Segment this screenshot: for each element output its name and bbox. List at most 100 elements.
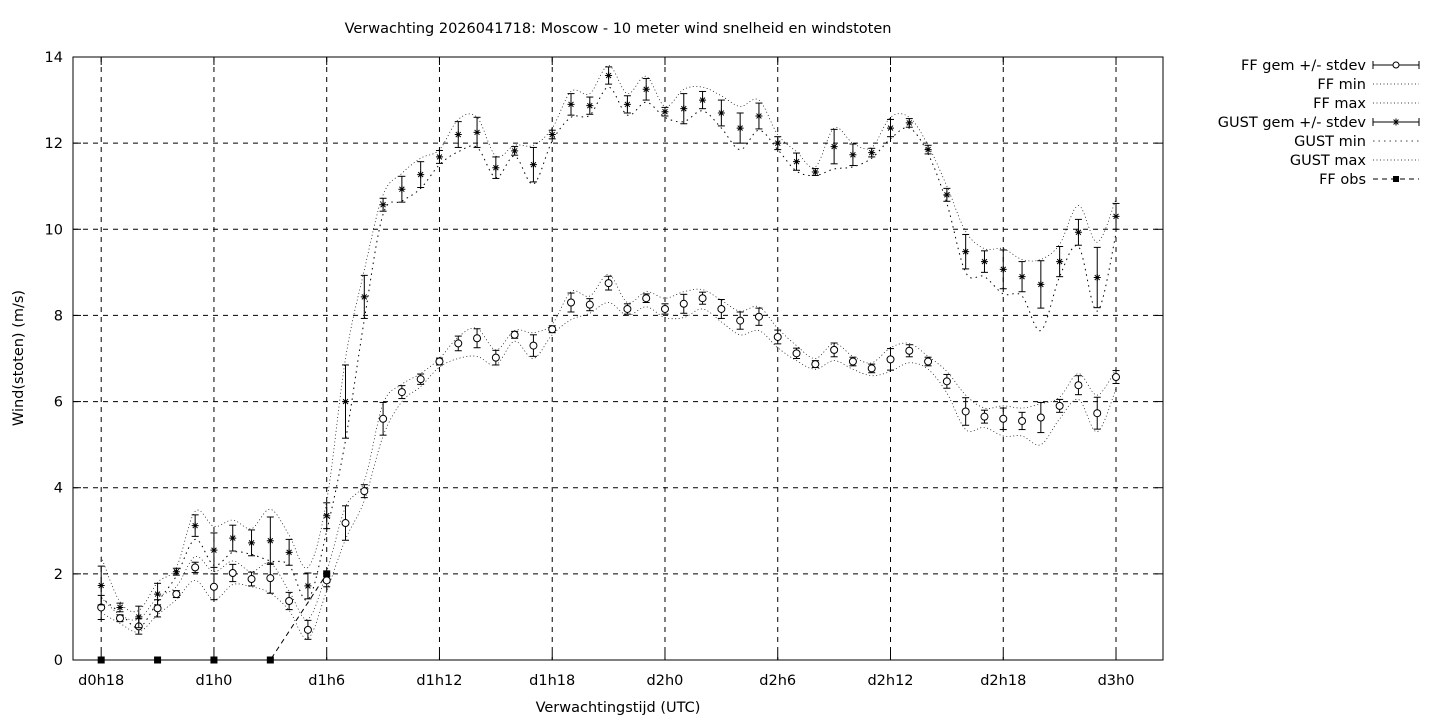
gust-mean-point <box>285 548 293 556</box>
y-tick-label: 12 <box>45 136 63 152</box>
gust-mean-point <box>529 161 537 169</box>
gust-mean-point <box>567 100 575 108</box>
ff-mean-point <box>491 353 500 362</box>
gust-mean-point <box>511 147 519 155</box>
ff-mean-point <box>548 325 557 334</box>
x-tick-label: d1h0 <box>196 673 233 689</box>
ff-mean-point <box>209 582 218 591</box>
y-tick-label: 2 <box>54 567 63 583</box>
ff-mean-point <box>266 574 275 583</box>
gust-mean-point <box>248 539 256 547</box>
gust-mean-point <box>699 96 707 104</box>
x-tick-label: d0h18 <box>78 673 124 689</box>
gust-mean-point <box>811 168 819 176</box>
gust-mean-point <box>605 72 613 80</box>
ff-mean-point <box>529 341 538 350</box>
plot-frame <box>72 56 1164 661</box>
y-tick-label: 6 <box>54 395 63 411</box>
gust-mean-point <box>736 124 744 132</box>
gust-mean-point <box>586 102 594 110</box>
gust-mean-point <box>1018 273 1026 281</box>
legend-label: FF obs <box>1319 172 1366 188</box>
ff-mean-point <box>754 312 763 321</box>
ff-mean-point <box>942 377 951 386</box>
gust-mean-point <box>1074 228 1082 236</box>
ff-mean-point <box>961 407 970 416</box>
y-tick-label: 10 <box>45 222 63 238</box>
gust-mean-point <box>417 171 425 179</box>
gust-mean-point <box>830 143 838 151</box>
grid <box>73 57 1163 660</box>
ff-min-line <box>101 302 1117 639</box>
gust-mean-point <box>980 258 988 266</box>
x-tick-label: d1h18 <box>529 673 575 689</box>
ff-mean-point <box>435 357 444 366</box>
ff-mean-point <box>191 563 200 572</box>
ff-mean-point <box>247 575 256 584</box>
ff-mean-point <box>642 294 651 303</box>
gust-max-line <box>100 65 1117 613</box>
gust-mean-point <box>210 546 218 554</box>
legend-label: FF gem +/- stdev <box>1241 58 1366 74</box>
ff-mean-point <box>510 330 519 339</box>
ff-mean-point <box>604 279 613 288</box>
ff-mean-point <box>679 299 688 308</box>
legend-swatch-marker <box>1392 118 1400 126</box>
gust-mean-point <box>435 153 443 161</box>
gust-mean-point <box>1056 258 1064 266</box>
x-axis-label: Verwachtingstijd (UTC) <box>536 700 701 716</box>
y-tick-label: 14 <box>45 50 63 66</box>
ff-mean-point <box>717 304 726 313</box>
ff-mean-point <box>322 576 331 585</box>
gust-mean-point <box>379 201 387 209</box>
gust-mean-point <box>943 191 951 199</box>
gust-mean-point <box>191 522 199 530</box>
gust-mean-point <box>661 108 669 116</box>
legend-label: FF max <box>1313 96 1366 112</box>
ff-mean-point <box>736 316 745 325</box>
gust-mean-point <box>323 512 331 520</box>
ff-mean-point <box>980 412 989 421</box>
ff-mean-point <box>153 604 162 613</box>
gust-mean-point <box>342 398 349 406</box>
gust-mean-point <box>755 112 763 120</box>
gust-mean-point <box>1037 280 1045 288</box>
ff-mean-point <box>1112 373 1121 382</box>
gust-mean-point <box>454 131 462 139</box>
y-tick-label: 4 <box>54 481 63 497</box>
ff-mean-point <box>1074 381 1083 390</box>
ff-mean-point <box>905 346 914 355</box>
ff-mean-point <box>172 590 181 599</box>
ff-mean-point <box>341 519 350 528</box>
gust-mean-point <box>360 293 368 301</box>
ff-max-line <box>100 274 1117 621</box>
gust-mean-point <box>135 613 143 621</box>
x-tick-label: d3h0 <box>1098 673 1135 689</box>
ff-mean-point <box>567 298 576 307</box>
gust-mean-point <box>97 581 105 589</box>
ff-mean-point <box>1036 413 1045 422</box>
gust-mean-point <box>680 105 688 113</box>
gust-mean-point <box>1112 212 1120 220</box>
gust-mean-point <box>793 158 801 166</box>
ff-mean-series <box>97 275 1121 640</box>
legend-label: GUST gem +/- stdev <box>1218 115 1367 131</box>
gust-mean-point <box>849 151 857 159</box>
ff-mean-point <box>698 294 707 303</box>
gust-mean-point <box>398 185 406 193</box>
legend-label: GUST min <box>1294 134 1366 150</box>
gust-mean-point <box>172 568 180 576</box>
x-tick-label: d2h12 <box>867 673 913 689</box>
x-tick-label: d2h6 <box>759 673 796 689</box>
gust-mean-point <box>548 131 556 139</box>
gust-mean-point <box>868 149 876 157</box>
gust-mean-point <box>229 534 237 542</box>
gust-mean-point <box>266 537 274 545</box>
gust-mean-point <box>154 590 162 598</box>
gust-mean-point <box>473 128 481 136</box>
ff-mean-point <box>773 332 782 341</box>
ff-mean-point <box>585 300 594 309</box>
ff-mean-point <box>848 357 857 366</box>
y-tick-label: 8 <box>54 308 63 324</box>
